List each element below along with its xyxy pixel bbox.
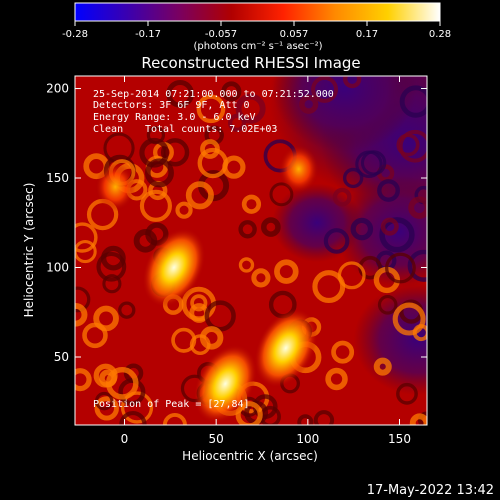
bright-region <box>254 308 318 388</box>
x-tick-label: 100 <box>296 432 319 446</box>
colorbar-ticks: -0.28 -0.17 -0.057 0.057 0.17 0.28 <box>62 21 451 40</box>
chart-title: Reconstructed RHESSI Image <box>141 54 360 72</box>
x-axis: 0 50 100 150 <box>121 76 411 446</box>
x-tick-label: 50 <box>209 432 224 446</box>
annotation-counts: Total counts: 7.02E+03 <box>145 124 277 135</box>
annotation-method: Clean <box>93 124 123 135</box>
annotation-energy: Energy Range: 3.0 - 6.0 keV <box>93 112 256 123</box>
y-tick-label: 50 <box>54 350 69 364</box>
annotation-block: 25-Sep-2014 07:21:00.000 to 07:21:52.000… <box>93 89 334 410</box>
colorbar-tick-label: -0.28 <box>62 29 88 40</box>
colorbar-tick-label: 0.28 <box>429 29 451 40</box>
bright-region <box>278 145 319 194</box>
y-axis-label: Heliocentric Y (arcsec) <box>22 183 36 318</box>
y-tick-label: 150 <box>46 171 69 185</box>
bright-region <box>142 228 206 307</box>
colorbar-tick-label: -0.057 <box>205 29 237 40</box>
y-tick-label: 100 <box>46 261 69 275</box>
colorbar-label: (photons cm⁻² s⁻¹ asec⁻²) <box>193 41 322 52</box>
annotation-detectors: Detectors: 3F 6F 9F, Att 0 <box>93 100 250 111</box>
footer-timestamp: 17-May-2022 13:42 <box>367 483 494 498</box>
colorbar-tick-label: -0.17 <box>135 29 161 40</box>
x-tick-label: 150 <box>388 432 411 446</box>
plot-frame <box>74 75 428 426</box>
colorbar <box>74 2 441 22</box>
annotation-peak: Position of Peak = [27,84] <box>93 399 250 410</box>
bright-region <box>193 344 257 424</box>
colorbar-tick-label: 0.057 <box>280 29 309 40</box>
annotation-time: 25-Sep-2014 07:21:00.000 to 07:21:52.000 <box>93 89 334 100</box>
y-tick-label: 200 <box>46 82 69 96</box>
heatmap-image <box>75 76 427 425</box>
bright-region <box>95 162 136 211</box>
x-axis-label: Heliocentric X (arcsec) <box>182 449 318 463</box>
colorbar-tick-label: 0.17 <box>356 29 378 40</box>
y-axis: 50 100 150 200 <box>46 82 427 364</box>
x-tick-label: 0 <box>121 432 129 446</box>
